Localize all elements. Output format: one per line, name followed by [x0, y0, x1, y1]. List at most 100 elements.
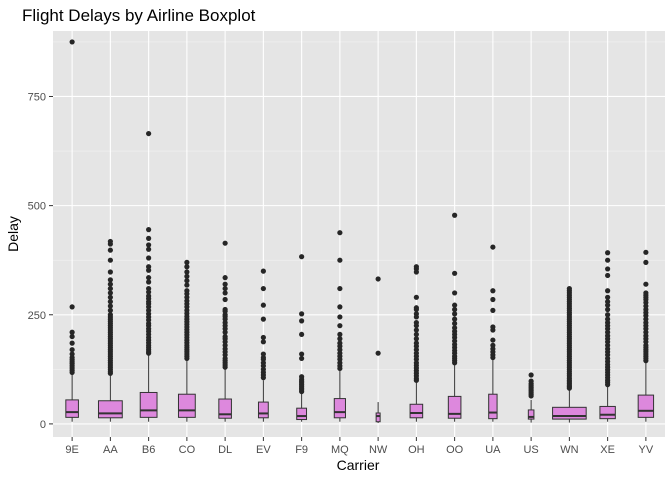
outlier-point: [528, 372, 534, 378]
box-OH: [409, 264, 424, 422]
box-iqr: [139, 391, 158, 418]
outlier-point: [643, 249, 649, 255]
outlier-point: [337, 257, 343, 263]
x-tick-label: AA: [103, 444, 118, 456]
outlier-point: [452, 320, 458, 327]
outlier-point: [299, 388, 305, 395]
outlier-point: [260, 285, 266, 292]
x-tick-label: OO: [446, 444, 464, 456]
outlier-point: [184, 278, 190, 284]
x-tick-label: B6: [142, 444, 155, 456]
outlier-point: [184, 259, 190, 265]
y-tick-label: 500: [28, 201, 46, 213]
outlier-point: [184, 282, 190, 288]
box-iqr: [447, 395, 462, 419]
outlier-point: [222, 281, 228, 287]
outlier-point: [222, 285, 228, 292]
outlier-point: [643, 358, 649, 364]
box-iqr: [599, 405, 616, 420]
outlier-point: [107, 294, 113, 300]
plot-panel: [53, 31, 665, 437]
outlier-point: [452, 316, 458, 322]
outlier-point: [299, 331, 305, 338]
box-B6: [139, 130, 158, 422]
y-tick-label: 0: [40, 419, 46, 431]
outlier-point: [413, 269, 419, 275]
outlier-point: [375, 350, 381, 356]
outlier-point: [337, 285, 343, 292]
outlier-point: [490, 337, 496, 343]
outlier-point: [146, 227, 152, 233]
outlier-point: [337, 304, 343, 310]
outlier-point: [413, 331, 419, 338]
box-iqr: [65, 399, 79, 418]
outlier-point: [605, 312, 611, 318]
outlier-point: [605, 272, 611, 279]
box-MQ: [333, 230, 346, 422]
outlier-point: [528, 393, 534, 399]
outlier-point: [146, 242, 152, 248]
x-tick-label: XE: [600, 444, 615, 456]
outlier-point: [375, 276, 381, 282]
outlier-point: [566, 385, 572, 391]
box-iqr: [552, 406, 587, 420]
outlier-point: [184, 355, 190, 362]
box-iqr: [333, 398, 346, 419]
outlier-point: [605, 302, 611, 308]
outlier-point: [146, 255, 152, 261]
outlier-point: [146, 235, 152, 241]
outlier-point: [107, 269, 113, 275]
x-tick-label: YV: [639, 444, 654, 456]
outlier-point: [643, 281, 649, 287]
outlier-point: [69, 347, 75, 353]
y-axis-title: Delay: [5, 216, 21, 252]
outlier-point: [260, 375, 266, 381]
outlier-point: [413, 306, 419, 313]
box-iqr: [177, 393, 196, 418]
x-tick-label: EV: [256, 444, 271, 456]
outlier-point: [299, 311, 305, 317]
x-tick-label: UA: [485, 444, 501, 456]
x-tick-label: US: [523, 444, 538, 456]
outlier-point: [337, 336, 343, 342]
outlier-point: [490, 307, 496, 313]
outlier-point: [222, 275, 228, 281]
outlier-point: [337, 365, 343, 372]
outlier-point: [490, 327, 496, 333]
outlier-point: [413, 336, 419, 342]
x-tick-label: DL: [218, 444, 232, 456]
outlier-point: [413, 323, 419, 329]
outlier-point: [184, 269, 190, 275]
outlier-point: [605, 257, 611, 263]
outlier-point: [260, 268, 266, 274]
box-EV: [257, 268, 269, 422]
outlier-point: [337, 331, 343, 338]
outlier-point: [490, 354, 496, 361]
outlier-point: [490, 296, 496, 303]
outlier-point: [69, 369, 75, 375]
outlier-point: [452, 212, 458, 218]
x-tick-label: WN: [560, 444, 578, 456]
outlier-point: [222, 329, 228, 335]
y-tick-label: 750: [28, 91, 46, 103]
outlier-point: [299, 351, 305, 357]
outlier-point: [260, 302, 266, 308]
outlier-point: [222, 290, 228, 296]
outlier-point: [605, 250, 611, 256]
outlier-point: [452, 290, 458, 296]
box-F9: [296, 254, 308, 422]
box-iqr: [97, 400, 123, 419]
outlier-point: [452, 306, 458, 313]
box-WN: [552, 285, 587, 423]
outlier-point: [107, 303, 113, 309]
outlier-point: [605, 266, 611, 272]
outlier-point: [643, 259, 649, 265]
x-tick-label: F9: [295, 444, 308, 456]
box-iqr: [409, 403, 424, 419]
x-tick-label: CO: [179, 444, 196, 456]
outlier-point: [107, 247, 113, 253]
y-tick-label: 250: [28, 310, 46, 322]
outlier-point: [107, 257, 113, 263]
outlier-point: [413, 314, 419, 320]
